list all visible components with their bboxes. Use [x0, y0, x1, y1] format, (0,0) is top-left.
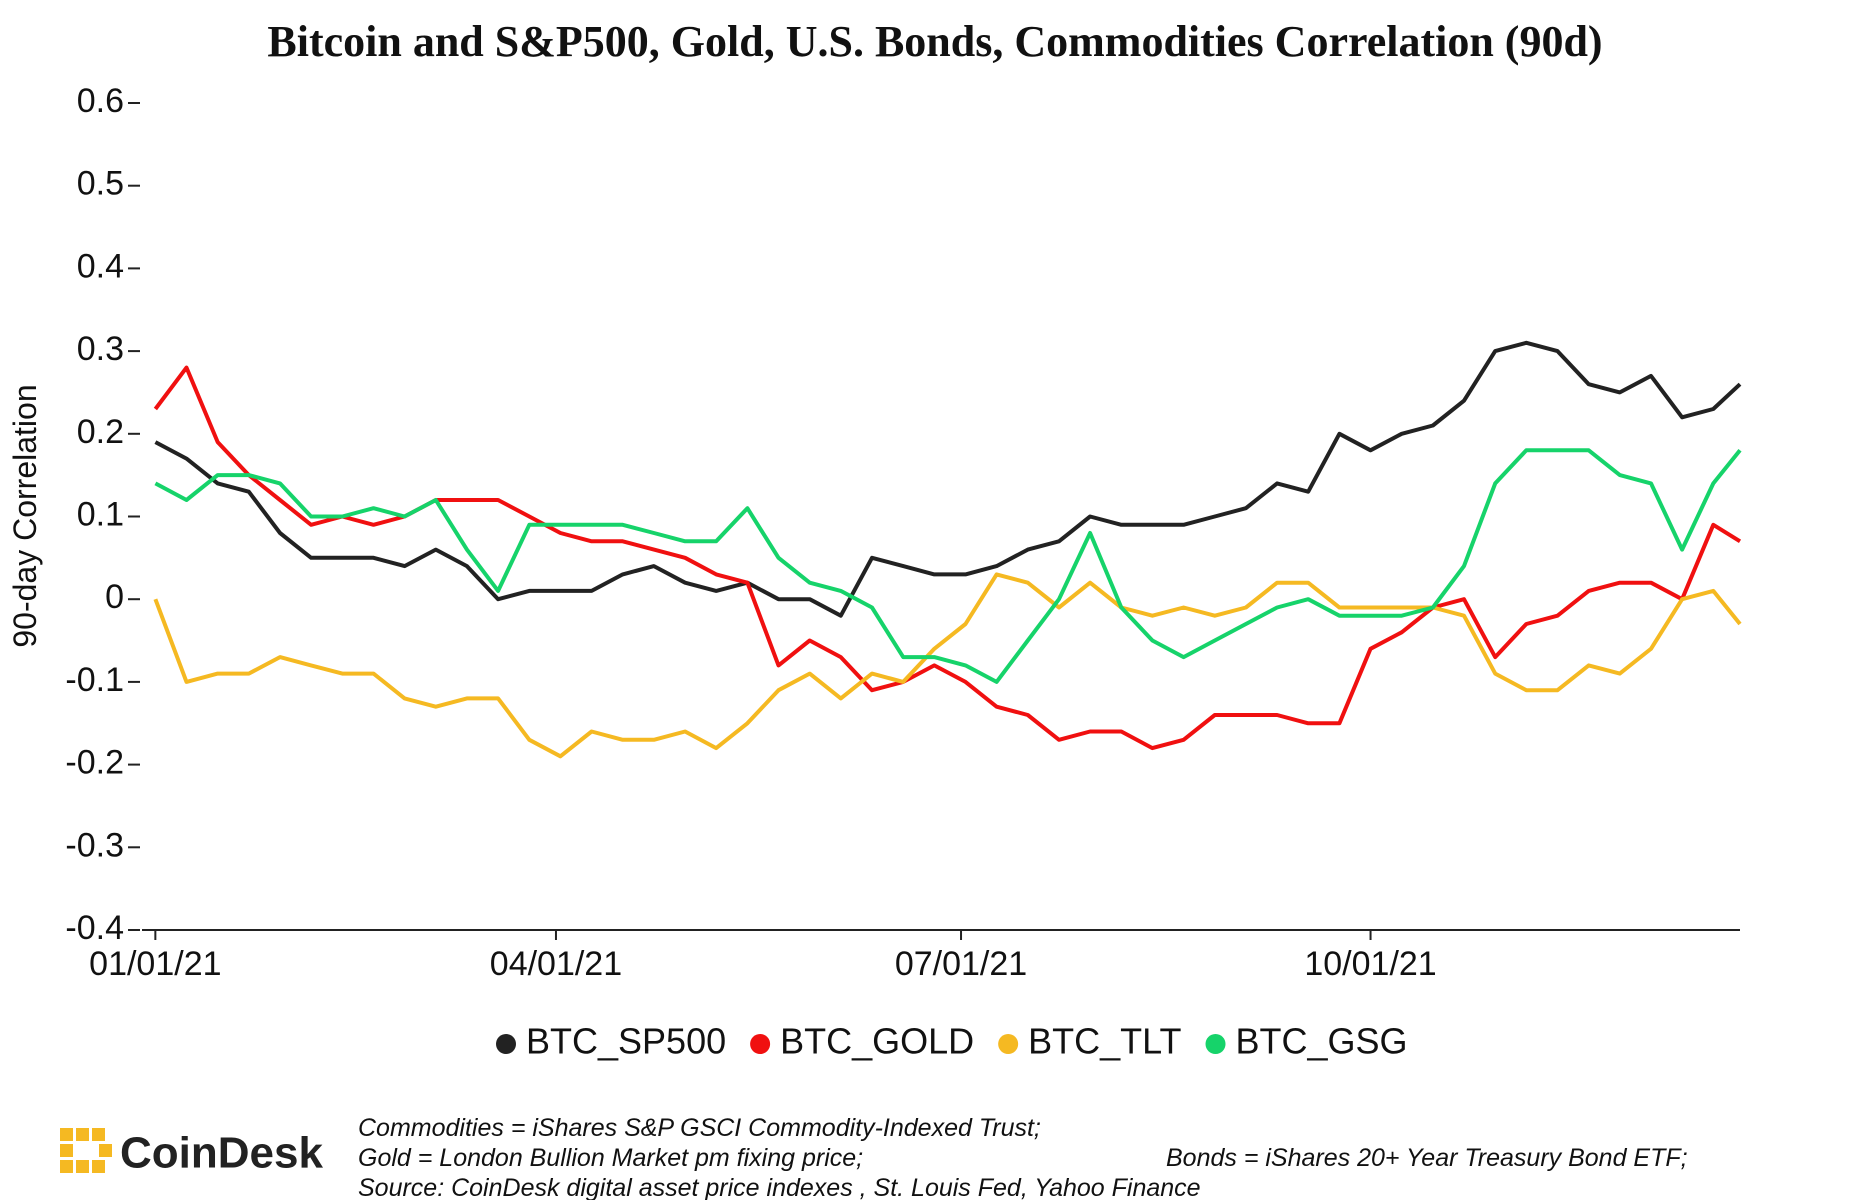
y-tick-label: -0.1 — [65, 661, 124, 699]
x-tick-label: 07/01/21 — [895, 945, 1027, 983]
y-tick-label: 0.1 — [77, 495, 124, 533]
legend-label: BTC_SP500 — [526, 1021, 726, 1062]
coindesk-logo — [60, 1128, 112, 1173]
legend-marker — [998, 1034, 1019, 1054]
y-tick-label: -0.3 — [65, 826, 124, 864]
series-line — [154, 340, 1742, 618]
legend-marker — [496, 1034, 516, 1054]
series-line — [154, 448, 1742, 684]
x-tick-label: 10/01/21 — [1304, 945, 1436, 983]
footnote: Bonds = iShares 20+ Year Treasury Bond E… — [1166, 1144, 1688, 1172]
y-tick-label: -0.2 — [65, 744, 124, 782]
chart-title: Bitcoin and S&P500, Gold, U.S. Bonds, Co… — [267, 17, 1602, 66]
footnote: Source: CoinDesk digital asset price ind… — [358, 1174, 1201, 1200]
y-tick-label: 0 — [105, 578, 124, 616]
series-line — [153, 572, 1742, 759]
y-tick-label: 0.6 — [77, 82, 124, 120]
y-tick-label: -0.4 — [65, 909, 124, 947]
x-tick-label: 01/01/21 — [89, 945, 221, 983]
footnote: Commodities = iShares S&P GSCI Commodity… — [358, 1114, 1041, 1142]
legend-label: BTC_GSG — [1236, 1021, 1408, 1062]
y-tick-label: 0.5 — [77, 165, 124, 203]
y-tick-label: 0.3 — [77, 330, 124, 368]
x-tick-label: 04/01/21 — [490, 945, 622, 983]
legend-label: BTC_TLT — [1028, 1021, 1181, 1062]
legend-label: BTC_GOLD — [780, 1021, 974, 1062]
legend-marker — [750, 1034, 771, 1054]
footnote: Gold = London Bullion Market pm fixing p… — [358, 1144, 863, 1172]
legend-marker — [1205, 1034, 1226, 1054]
brand: CoinDesk — [120, 1129, 323, 1178]
y-tick-label: 0.2 — [77, 413, 124, 451]
y-tick-label: 0.4 — [77, 247, 124, 285]
y-axis-label: 90-day Correlation — [7, 384, 43, 647]
